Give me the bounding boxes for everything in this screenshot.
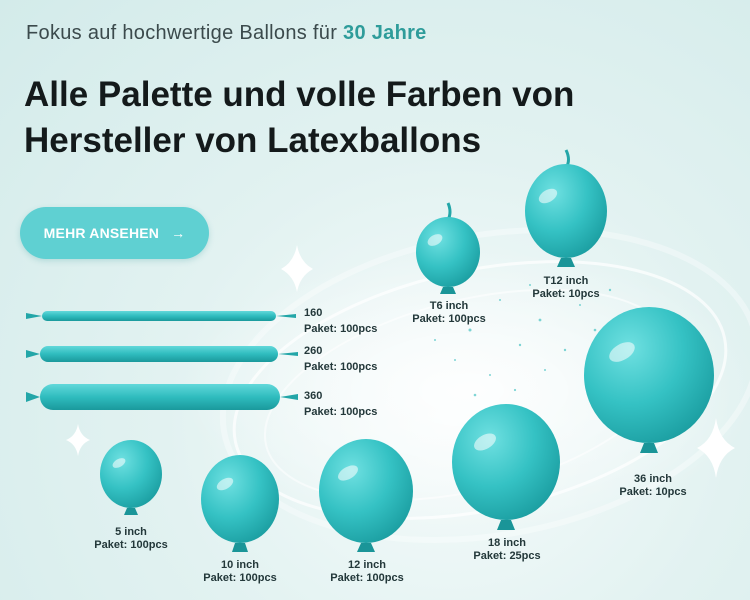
modeling-360-label: 360 Paket: 100pcs <box>304 390 377 419</box>
round-18-label: 18 inch Paket: 25pcs <box>473 537 540 563</box>
modeling-160-package: Paket: 100pcs <box>304 323 378 335</box>
round-balloon-10-inch <box>201 455 279 552</box>
link-t12-size: T12 inch <box>543 275 589 287</box>
link-t6-package: Paket: 100pcs <box>412 313 486 325</box>
sparkle-icon <box>66 424 90 456</box>
see-more-label: MEHR ANSEHEN <box>43 225 160 241</box>
tagline-text: Fokus auf hochwertige Ballons für <box>26 22 338 44</box>
round-18-package: Paket: 25pcs <box>473 550 541 562</box>
link-t12-package: Paket: 10pcs <box>532 288 600 300</box>
round-5-package: Paket: 100pcs <box>94 539 168 551</box>
round-12-package: Paket: 100pcs <box>330 572 404 584</box>
round-12-size: 12 inch <box>348 559 386 571</box>
modeling-360-size: 360 <box>304 390 323 402</box>
link-balloon-t6 <box>416 202 480 294</box>
modeling-balloon-260 <box>26 346 298 362</box>
modeling-160-size: 160 <box>304 307 323 319</box>
sparkle-icon <box>281 245 313 292</box>
modeling-160-label: 160 Paket: 100pcs <box>304 307 377 336</box>
link-t6-size: T6 inch <box>429 300 469 312</box>
round-10-label: 10 inch Paket: 100pcs <box>203 559 276 585</box>
round-36-package: Paket: 10pcs <box>619 486 687 498</box>
modeling-260-size: 260 <box>304 345 323 357</box>
round-10-package: Paket: 100pcs <box>203 572 277 584</box>
round-18-size: 18 inch <box>488 537 526 549</box>
link-balloon-t12 <box>525 149 607 267</box>
modeling-260-package: Paket: 100pcs <box>304 361 378 373</box>
round-5-size: 5 inch <box>115 526 147 538</box>
modeling-balloon-160 <box>26 311 296 321</box>
round-12-label: 12 inch Paket: 100pcs <box>330 559 403 585</box>
arrow-right-icon: → <box>171 225 186 241</box>
round-balloon-12-inch <box>319 439 413 552</box>
round-balloon-5-inch <box>100 440 162 515</box>
link-t6-label: T6 inch Paket: 100pcs <box>412 300 485 326</box>
modeling-260-label: 260 Paket: 100pcs <box>304 345 377 374</box>
title-line-2: Hersteller von Latexballons <box>24 121 482 160</box>
tagline: Fokus auf hochwertige Ballons für 30 Jah… <box>26 22 427 45</box>
round-balloon-36-inch <box>584 307 714 453</box>
see-more-button[interactable]: MEHR ANSEHEN → <box>20 207 209 259</box>
round-10-size: 10 inch <box>221 559 259 571</box>
tagline-highlight: 30 Jahre <box>343 22 427 44</box>
round-balloon-18-inch <box>452 404 560 530</box>
modeling-balloon-360 <box>26 384 298 410</box>
confetti <box>434 284 612 397</box>
modeling-360-package: Paket: 100pcs <box>304 406 378 418</box>
link-t12-label: T12 inch Paket: 10pcs <box>532 275 599 301</box>
round-5-label: 5 inch Paket: 100pcs <box>94 526 167 552</box>
sparkle-icon <box>697 418 735 478</box>
page-title: Alle Palette und volle Farben von Herste… <box>24 72 664 164</box>
round-36-size: 36 inch <box>634 473 672 485</box>
round-36-label: 36 inch Paket: 10pcs <box>619 473 686 499</box>
title-line-1: Alle Palette und volle Farben von <box>24 75 575 114</box>
